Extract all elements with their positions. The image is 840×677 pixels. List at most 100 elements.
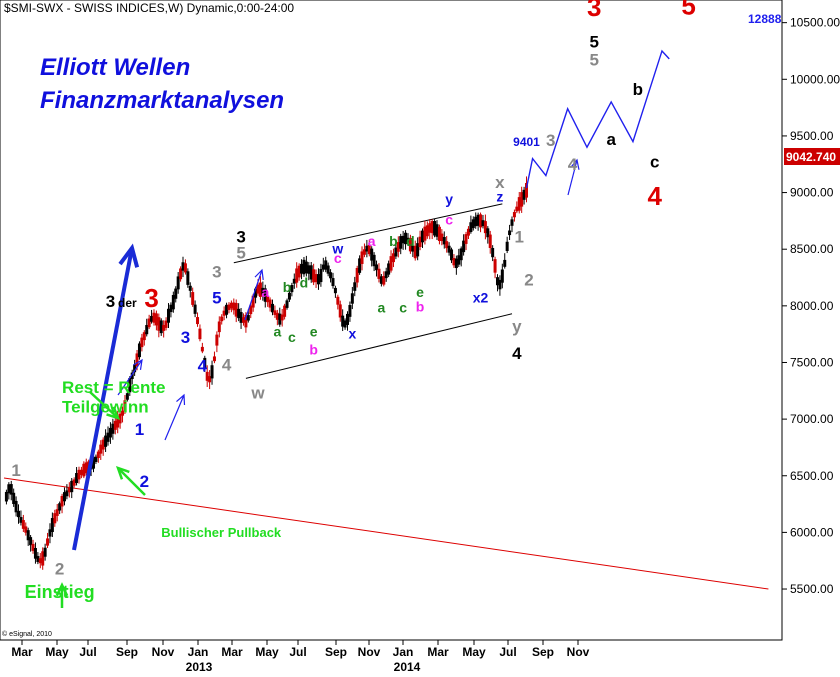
last-price-value: 9042.740	[786, 150, 836, 164]
candle-body	[413, 245, 417, 259]
headline-line2: Finanzmarktanalysen	[40, 87, 284, 114]
candle-body	[423, 226, 427, 241]
arrow-shaft	[117, 467, 146, 496]
candle-body	[399, 236, 403, 249]
candle-body	[372, 254, 376, 267]
candle-body	[457, 255, 461, 265]
channel-line-upper	[233, 203, 503, 264]
candle-body	[104, 435, 108, 447]
x-month-label: Jan	[188, 645, 209, 659]
candle-body	[174, 288, 178, 299]
candle-body	[379, 276, 383, 284]
candle-body	[384, 271, 388, 279]
candle-body	[420, 230, 424, 243]
arrow-head	[115, 465, 130, 480]
candle-body	[425, 225, 429, 237]
candle-body	[263, 288, 267, 302]
wave-label: w	[250, 384, 265, 403]
x-month-label: May	[462, 645, 486, 659]
candle-body	[387, 263, 391, 275]
last-price-background	[784, 148, 840, 165]
candle-body	[77, 469, 81, 480]
candle-body	[106, 432, 110, 442]
wave-label: b	[633, 80, 643, 99]
candle-body	[283, 305, 287, 317]
candle-body	[70, 480, 74, 493]
y-tick-label: 8500.00	[790, 242, 834, 256]
candle-body	[370, 248, 374, 261]
candle-body	[261, 287, 265, 296]
candle-body	[346, 313, 350, 325]
candle-body	[14, 500, 18, 513]
candle-body	[111, 423, 115, 434]
candle-body	[50, 518, 54, 533]
candle-body	[396, 242, 400, 252]
wave-label: x	[495, 173, 505, 192]
candle-body	[140, 337, 144, 348]
candle-body	[19, 517, 23, 523]
candle-body	[447, 245, 451, 253]
wave-label: 3	[587, 0, 601, 22]
wave-label: 2	[55, 559, 64, 578]
candle-body	[433, 221, 437, 236]
arrow-head	[118, 243, 140, 268]
candle-body	[280, 314, 284, 321]
candle-body	[517, 197, 521, 211]
candle-body	[164, 320, 168, 328]
wave-label: 5	[590, 51, 599, 70]
wave-label: c	[445, 211, 453, 227]
candle-body	[147, 318, 151, 328]
candle-body	[450, 249, 454, 261]
x-month-label: Sep	[325, 645, 347, 659]
arrow-shaft	[164, 394, 185, 441]
candle-body	[471, 219, 475, 229]
candle-body	[227, 304, 231, 310]
wave-label: 9401	[513, 135, 540, 149]
candle-body	[121, 410, 125, 416]
candle-body	[515, 206, 519, 212]
candle-body	[41, 551, 45, 566]
candle-body	[84, 462, 88, 474]
candle-body	[12, 492, 16, 505]
candle-body	[520, 192, 524, 207]
wave-label: a	[261, 284, 269, 300]
candle-body	[295, 268, 299, 283]
x-month-label: Nov	[152, 645, 175, 659]
long-term-trendline	[3, 477, 769, 590]
arrow-shaft	[567, 159, 578, 196]
arrow-head	[570, 158, 580, 170]
arrow-shaft	[244, 269, 263, 321]
candle-body	[418, 236, 422, 247]
candle-body	[162, 324, 166, 331]
x-month-label: Sep	[116, 645, 138, 659]
candle-body	[217, 321, 221, 333]
candle-body	[304, 261, 308, 274]
wave-label: 1	[515, 227, 524, 246]
candle-body	[314, 274, 318, 283]
candle-body	[445, 241, 449, 249]
arrow-shaft	[89, 391, 119, 419]
x-axis: Mar May Jul Sep Nov Jan Mar May Jul Sep Nov Jan Mar M…	[11, 640, 590, 674]
candle-body	[67, 487, 71, 493]
candle-body	[495, 277, 499, 286]
candle-body	[150, 315, 154, 322]
candle-body	[193, 304, 197, 314]
candle-body	[113, 420, 117, 430]
candle-body	[36, 556, 40, 562]
candle-body	[493, 259, 497, 273]
candle-body	[408, 238, 412, 252]
arrow-head	[106, 406, 121, 420]
wave-label: 3	[144, 283, 158, 313]
candle-body	[331, 278, 335, 287]
wave-label: 1	[11, 461, 20, 480]
candle-body	[203, 357, 207, 369]
candle-body	[503, 259, 507, 267]
candle-body	[82, 463, 86, 477]
candle-body	[101, 439, 105, 450]
candle-body	[358, 258, 362, 273]
candle-body	[321, 264, 325, 270]
candle-body	[430, 221, 434, 234]
wave-label: y	[445, 191, 453, 207]
wave-label: a	[273, 323, 281, 339]
